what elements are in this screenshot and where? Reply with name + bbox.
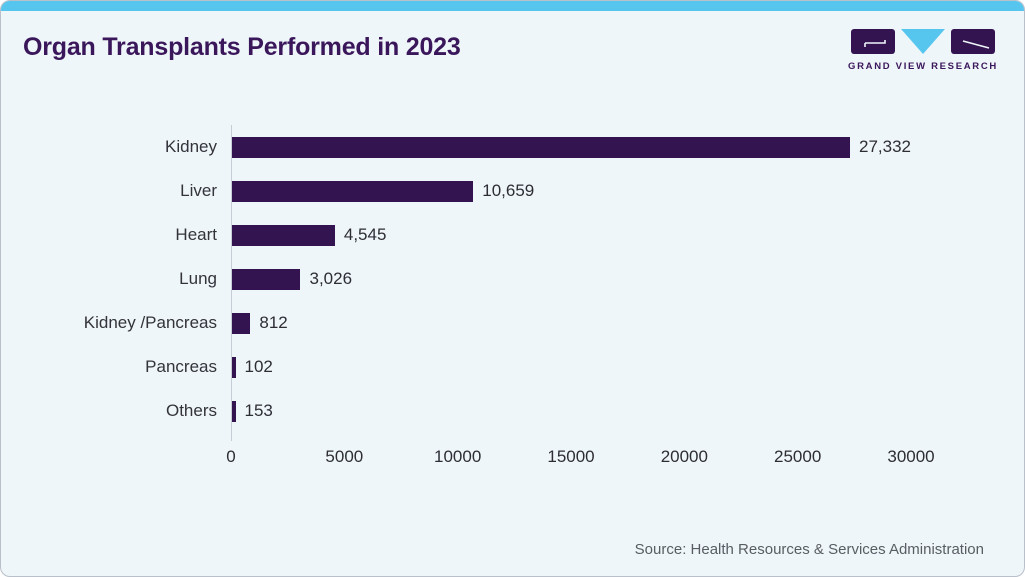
bar [232,268,301,290]
bar-value-label: 102 [244,357,273,376]
gvr-logo-marks [850,29,995,54]
category-label: Kidney /Pancreas [83,313,217,332]
x-axis: 0 5000 10000 15000 20000 25000 30000 [226,447,934,471]
category-label: Others [165,401,217,420]
plot-cell: 102 [231,345,911,389]
category-label: Lung [179,269,217,288]
gvr-logo-wordmark: GRAND VIEW RESEARCH [847,61,998,72]
x-axis-tick-label: 5000 [325,447,364,466]
bar-value-label: 3,026 [309,269,353,288]
plot-cell: 10,659 [231,169,911,213]
plot-cell: 812 [231,301,911,345]
plot-cell: 27,332 [231,125,911,169]
plot-cell: 4,545 [231,213,911,257]
bar-value-label: 812 [259,313,288,332]
bar-value-label: 10,659 [482,181,535,200]
category-label: Kidney [165,137,217,156]
x-axis-tick-label: 25000 [774,447,822,466]
category-label: Liver [180,181,217,200]
bar [232,400,236,422]
bar-value-label: 153 [244,401,273,420]
chart-row: Pancreas 102 [1,345,1024,389]
chart-row: Others 153 [1,389,1024,433]
y-axis-line-stub [231,433,911,441]
bar-value-label: 27,332 [859,137,911,156]
bar-chart: Kidney 27,332 Liver 10,659 Heart 4,545 Lung 3,0… [1,125,1024,471]
bar [232,136,850,158]
chart-row: Liver 10,659 [1,169,1024,213]
x-axis-tick-label: 20000 [660,447,708,466]
bar [232,180,474,202]
bar-value-label: 4,545 [343,225,387,244]
top-accent-bar [1,1,1024,11]
gvr-logo: GRAND VIEW RESEARCH [848,28,998,72]
x-axis-tick-label: 0 [226,447,236,466]
category-label: Pancreas [145,357,217,376]
plot-cell: 153 [231,389,911,433]
bar [232,224,335,246]
bar [232,356,236,378]
x-axis-tick-label: 10000 [434,447,482,466]
chart-row: Kidney 27,332 [1,125,1024,169]
x-axis-tick-label: 30000 [887,447,935,466]
chart-row: Kidney /Pancreas 812 [1,301,1024,345]
header: Organ Transplants Performed in 2023 GRAN… [1,11,1024,72]
x-axis-tick-label: 15000 [547,447,595,466]
chart-row: Lung 3,026 [1,257,1024,301]
bar [232,312,251,334]
page-title: Organ Transplants Performed in 2023 [23,33,461,61]
source-note: Source: Health Resources & Services Admi… [634,541,984,558]
category-label: Heart [175,225,217,244]
chart-row: Heart 4,545 [1,213,1024,257]
plot-cell: 3,026 [231,257,911,301]
chart-rows: Kidney 27,332 Liver 10,659 Heart 4,545 Lung 3,0… [1,125,1024,433]
